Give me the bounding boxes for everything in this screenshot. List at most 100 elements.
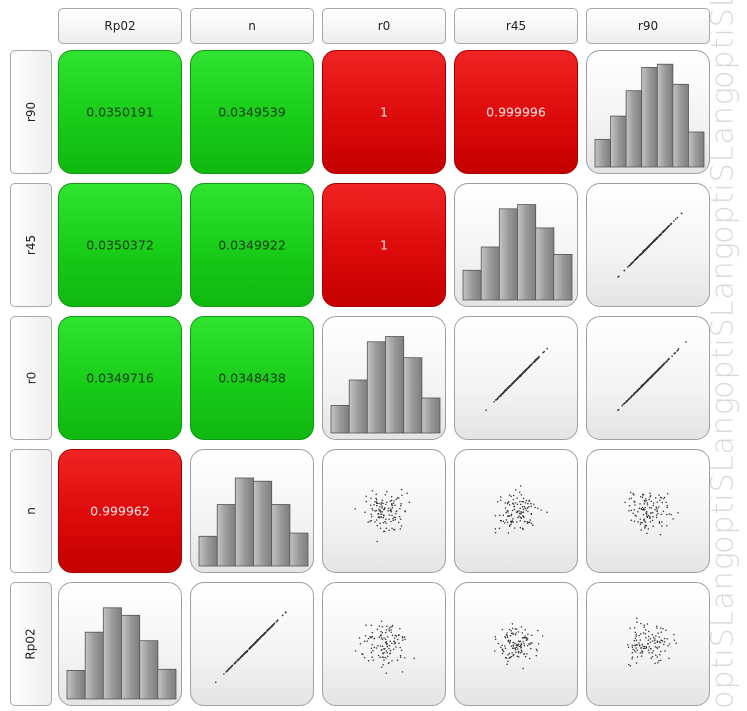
row-header-n: n	[10, 449, 52, 573]
scatter-point	[656, 510, 658, 513]
scatter-point	[526, 653, 528, 655]
scatter-point	[622, 403, 625, 405]
scatter-point	[377, 644, 379, 647]
scatter-point	[510, 514, 512, 517]
scatter-point	[507, 515, 509, 518]
scatter-point	[234, 662, 237, 664]
scatter-point	[389, 500, 392, 502]
scatter-point	[671, 355, 673, 357]
scatter-point	[388, 630, 390, 632]
scatter-point	[510, 521, 513, 524]
scatter-point	[380, 637, 383, 639]
scatter-point	[623, 269, 626, 272]
scatter-point	[511, 383, 513, 386]
scatter-point	[634, 637, 637, 639]
scatter-point	[650, 512, 652, 514]
scatter-point	[391, 634, 394, 637]
scatter-point	[652, 502, 655, 504]
scatter-point	[662, 627, 664, 630]
scatter-point	[535, 648, 538, 650]
scatter-point	[517, 648, 519, 650]
scatter-point	[532, 524, 534, 526]
histogram-bar	[366, 341, 386, 434]
scatter-point	[521, 500, 523, 503]
scatter-point	[666, 638, 668, 640]
scatter-point	[522, 497, 525, 500]
scatter-point	[372, 659, 375, 661]
scatter-point	[685, 341, 687, 343]
histogram-bar	[672, 83, 689, 168]
histogram-bar	[234, 477, 254, 567]
scatter-point	[375, 493, 377, 496]
scatter-point	[677, 512, 679, 514]
column-header-r90: r90	[586, 8, 710, 44]
scatter-point	[524, 635, 526, 637]
scatter-point	[521, 506, 524, 508]
scatter-point	[365, 500, 368, 503]
scatter-point	[513, 505, 515, 508]
scatter-point	[354, 650, 357, 652]
column-header-Rp02: Rp02	[58, 8, 182, 44]
scatter-point	[630, 396, 632, 398]
scatter-point	[648, 498, 650, 501]
histogram-bar	[462, 269, 482, 301]
scatter-point	[243, 653, 246, 655]
scatter-point	[395, 635, 398, 637]
scatter-point	[506, 636, 509, 638]
scatter-point	[531, 634, 533, 637]
scatter-point	[644, 524, 646, 526]
scatter-point	[646, 532, 648, 535]
scatter-point	[513, 647, 515, 649]
scatter-point	[511, 509, 514, 512]
scatter-plot-Rp02-r45	[494, 623, 544, 670]
scatter-point	[654, 508, 656, 511]
scatter-point	[520, 649, 522, 652]
scatter-point	[635, 662, 638, 664]
scatter-point	[396, 497, 399, 499]
scatter-point	[643, 499, 646, 502]
scatter-point	[527, 510, 529, 513]
scatter-point	[536, 649, 538, 652]
scatter-point	[628, 264, 631, 266]
scatter-point	[660, 627, 662, 629]
scatter-point	[400, 525, 403, 527]
scatter-point	[391, 504, 394, 507]
scatter-point	[512, 633, 515, 636]
histogram-bar	[253, 480, 273, 567]
scatter-point	[644, 382, 646, 385]
scatter-point	[512, 503, 515, 505]
scatter-point	[264, 631, 267, 634]
scatter-point	[378, 502, 380, 505]
scatter-point	[229, 666, 232, 669]
scatter-point	[519, 526, 522, 529]
histogram-bar	[610, 115, 627, 168]
scatter-point	[507, 640, 509, 642]
scatter-point	[392, 519, 394, 522]
scatter-point	[494, 531, 497, 534]
scatter-point	[371, 643, 374, 646]
scatter-point	[635, 639, 638, 641]
scatter-point	[505, 519, 508, 521]
scatter-point	[373, 503, 375, 506]
scatter-point	[632, 648, 634, 651]
scatter-point	[656, 640, 659, 642]
histogram-bar	[102, 607, 122, 700]
scatter-point	[514, 648, 517, 651]
scatter-point	[644, 521, 647, 523]
scatter-point	[378, 625, 381, 627]
scatter-point	[375, 502, 378, 505]
scatter-point	[258, 638, 260, 641]
scatter-point	[518, 515, 520, 517]
scatter-point	[399, 627, 401, 630]
scatter-point	[654, 639, 656, 642]
scatter-point	[665, 629, 667, 632]
scatter-point	[504, 645, 506, 647]
scatter-point	[395, 512, 397, 515]
scatter-point	[380, 502, 383, 504]
histogram-bar	[517, 204, 537, 301]
scatter-point	[640, 529, 642, 531]
scatter-point	[640, 622, 642, 625]
scatter-point	[637, 389, 639, 392]
scatter-point	[389, 652, 391, 654]
scatter-point	[647, 528, 650, 530]
